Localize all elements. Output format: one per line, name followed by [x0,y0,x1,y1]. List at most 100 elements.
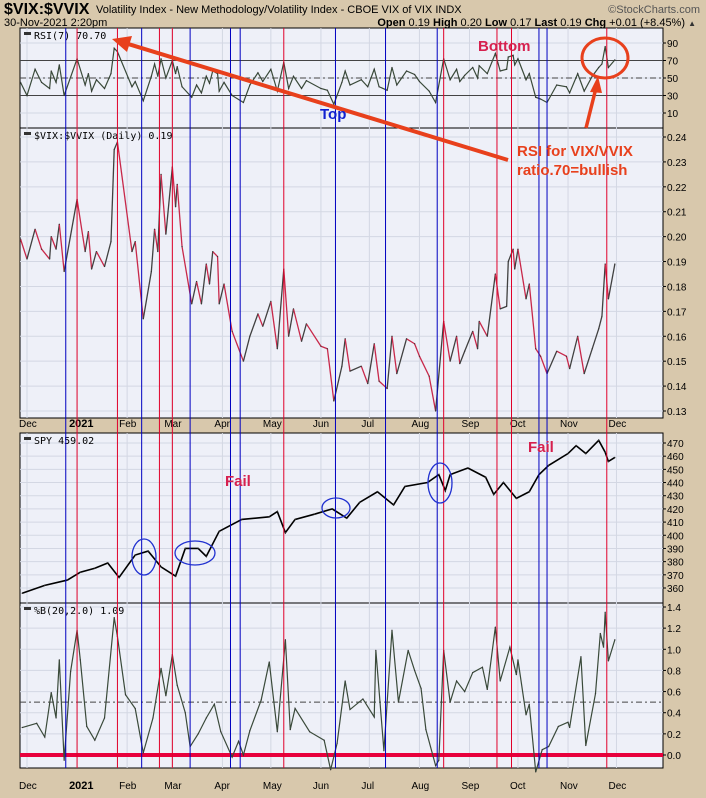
legend-swatch [24,437,31,440]
rsi-point [50,70,52,72]
ratio-point [87,231,89,233]
month-label: Dec [608,419,626,430]
spy-point [284,532,286,534]
spy-point [515,497,517,499]
ratio-line-segment [455,336,461,364]
highlight-ellipse [131,538,157,576]
ratio-point [174,206,177,208]
legend-swatch [24,32,31,35]
percent_b-point [336,742,338,744]
ratio-line-segment [270,301,278,349]
ratio-line-segment [292,308,303,342]
ratio-line-segment [607,263,616,300]
rsi-point [486,73,488,75]
percent_b-point [197,733,199,735]
ratio-point [506,305,508,307]
percent_b-point [260,699,262,701]
high-label: High [433,17,458,29]
rsi-point [95,79,98,81]
percent_b-point [152,717,154,719]
panel-legend: %B(20,2.0) 1.09 [34,606,124,617]
chart-datetime: 30-Nov-2021 2:20pm [4,17,108,29]
spy-point [331,508,333,510]
spy-point [614,456,616,459]
percent_b-point [397,701,400,703]
percent_b-point [425,729,427,731]
y-tick-label: 0.2 [667,730,681,741]
month-label: 2021 [69,418,93,430]
percent_b-point [213,703,215,705]
rsi-point [583,90,585,92]
percent_b-point [499,680,501,682]
rsi-point [418,80,421,83]
ratio-line-segment [577,336,585,374]
percent_b-point [113,616,115,619]
panel-spy [19,432,664,604]
highlight-ellipse [427,462,453,504]
ratio-line-segment [539,355,548,374]
ratio-line-segment [287,308,295,337]
month-label: May [263,419,282,430]
month-label: Nov [560,419,578,430]
percent_b-point [449,701,451,703]
ratio-line-segment [212,251,219,258]
ratio-point [512,248,514,250]
ratio-point [157,250,159,253]
ratio-line-segment [506,261,509,307]
ratio-point [360,365,362,367]
last-value: 0.19 [560,17,582,29]
ratio-line-segment [569,336,579,369]
ratio-line-segment [262,301,272,327]
percent_b-point [55,717,57,719]
ratio-point [464,350,466,352]
percent_b-point [160,667,162,669]
percent_b-point [50,692,52,694]
rsi-point [174,73,177,75]
ratio-point [556,350,558,352]
ratio-line-segment [418,355,430,377]
percent_b-point [391,629,393,631]
spy-point [548,464,550,467]
percent_b-point [455,680,458,682]
percent_b-point [242,754,245,756]
ratio-line-segment [367,343,375,384]
y-tick-label: 440 [667,479,684,490]
ratio-line-segment [176,184,183,247]
ratio-point [507,260,509,263]
ratio-line-segment [84,231,90,252]
ratio-line-segment [591,328,600,349]
ratio-point [344,338,346,340]
spy-point [438,474,440,476]
y-tick-label: 400 [667,531,684,542]
percent_b-point [165,695,167,697]
y-tick-label: 0.8 [667,666,681,677]
month-label: Sep [462,419,480,430]
ratio-point [591,348,593,350]
ratio-line-segment [472,331,479,349]
y-tick-label: 0.17 [667,307,687,318]
rsi-point [478,65,480,67]
rsi-point [153,63,156,65]
percent_b-point [86,725,88,728]
y-tick-label: 0.24 [667,133,687,144]
rsi-point [58,64,60,66]
ratio-point [249,335,251,337]
ratio-point [565,355,568,357]
ratio-line-segment [535,348,542,357]
ratio-line-segment [396,338,408,374]
ratio-point [218,303,220,305]
percent_b-point [472,671,474,674]
y-tick-label: 360 [667,584,684,595]
rsi-point [181,86,183,88]
rsi-point [517,58,519,60]
percent_b-point [517,659,519,661]
spy-point [118,576,120,579]
ratio-line-segment [216,256,220,304]
ratio-point [292,308,295,310]
percent_b-point [438,759,440,761]
ratio-line-segment [160,174,167,235]
percent_b-point [184,712,186,714]
ratio-point [386,387,388,390]
y-tick-label: 0.18 [667,282,687,293]
ratio-point [131,250,133,253]
